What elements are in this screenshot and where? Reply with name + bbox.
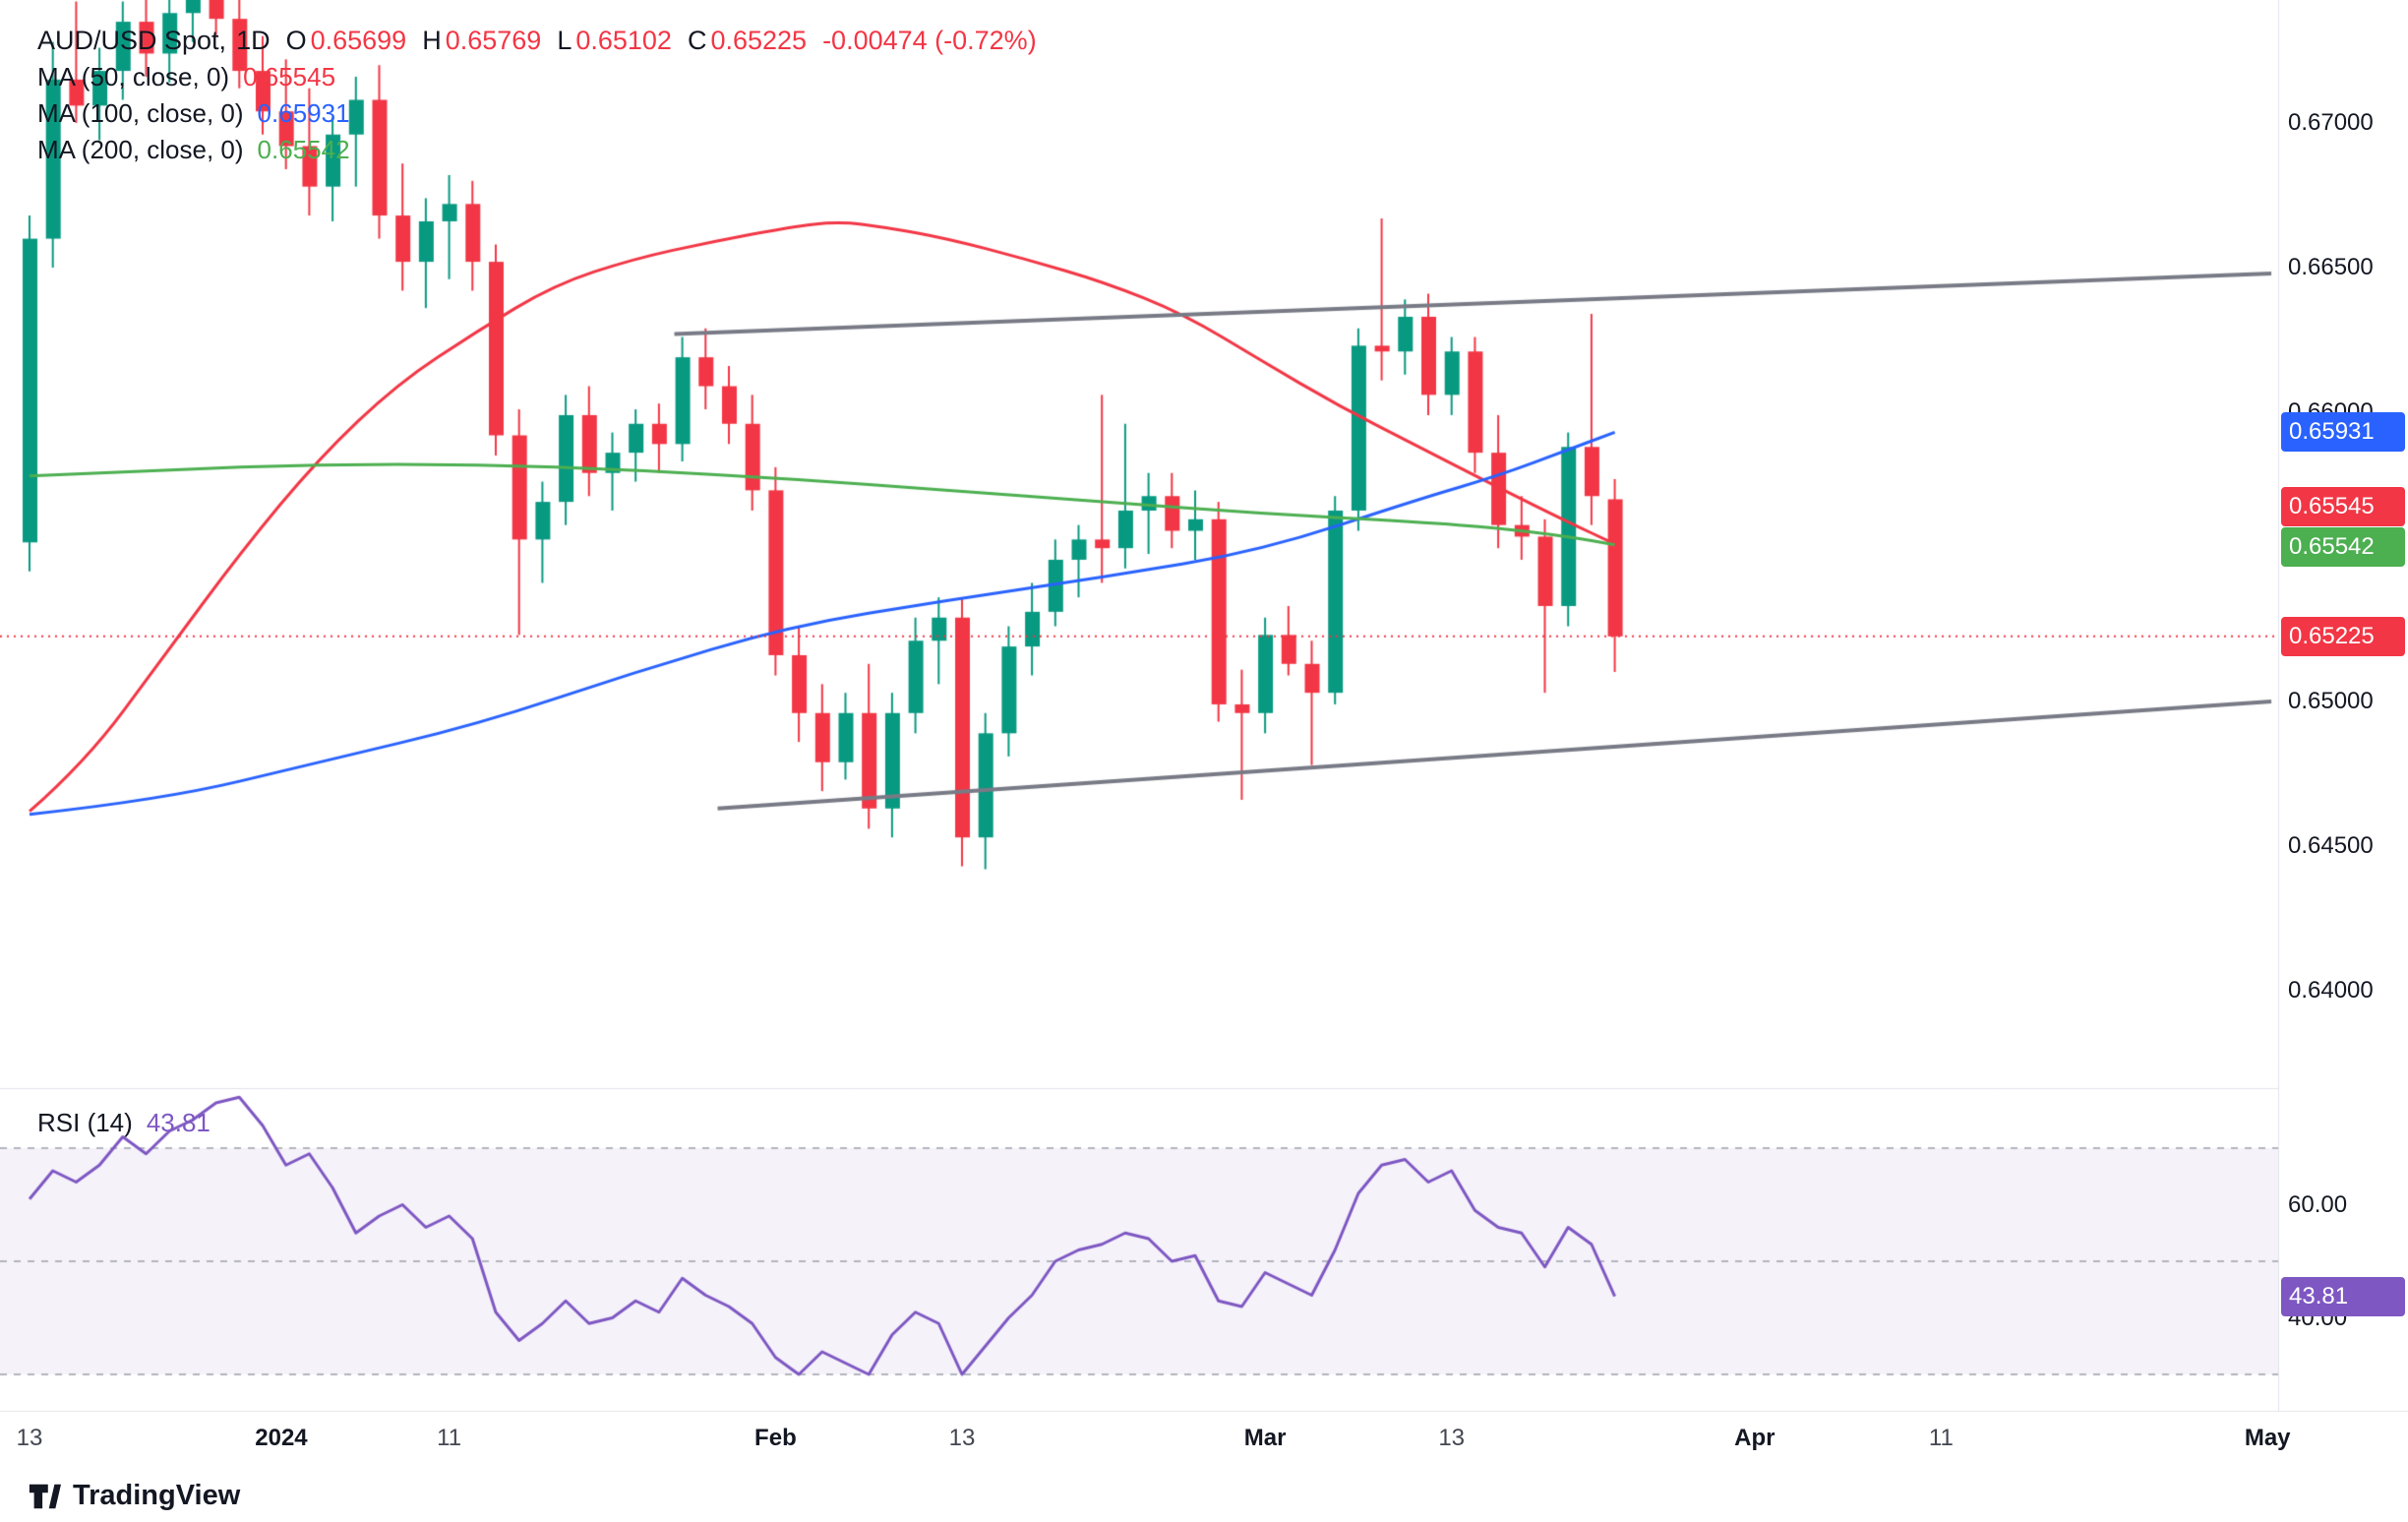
time-axis-label: 13 [1438, 1425, 1466, 1451]
time-axis[interactable]: 13 2024 11 Feb 13 Mar 13 Apr 11 May [0, 1411, 2291, 1472]
timeframe-label[interactable]: 1D [236, 25, 271, 55]
change-value: -0.00474 (-0.72%) [822, 25, 1037, 55]
ma50-value: 0.65545 [243, 62, 336, 91]
high-value: 0.65769 [445, 25, 542, 55]
price-axis-label: 0.65000 [2288, 688, 2374, 714]
rsi-label: RSI (14) [37, 1108, 133, 1137]
time-axis-label: Feb [754, 1425, 797, 1451]
ma100-value: 0.65931 [257, 98, 350, 128]
high-key: H [422, 25, 442, 55]
rsi-value: 43.81 [146, 1108, 211, 1137]
close-value: 0.65225 [710, 25, 808, 55]
price-axis[interactable]: 0.670000.665000.660000.650000.645000.640… [2278, 0, 2408, 1411]
open-key: O [285, 25, 307, 55]
time-axis-label: 2024 [255, 1425, 308, 1451]
rsi-value-badge: 43.81 [2281, 1276, 2405, 1316]
price-badge: 0.65225 [2281, 616, 2405, 656]
ma50-legend-row[interactable]: MA (50, close, 0) 0.65545 [37, 59, 1037, 95]
time-axis-label: 13 [16, 1425, 43, 1451]
ma100-legend-row[interactable]: MA (100, close, 0) 0.65931 [37, 95, 1037, 132]
tradingview-icon [29, 1484, 61, 1508]
ma200-label: MA (200, close, 0) [37, 135, 244, 164]
price-badge: 0.65542 [2281, 526, 2405, 567]
time-axis-label: 11 [1928, 1425, 1954, 1451]
price-axis-label: 0.66500 [2288, 254, 2374, 280]
tradingview-logo[interactable]: TradingView [28, 1480, 240, 1512]
time-axis-label: May [2244, 1425, 2291, 1451]
time-axis-label: 13 [948, 1425, 976, 1451]
price-axis-label: 0.67000 [2288, 109, 2374, 136]
legend-main-row[interactable]: AUD/USD Spot, 1D O 0.65699 H 0.65769 L 0… [37, 22, 1037, 59]
open-value: 0.65699 [310, 25, 407, 55]
price-axis-label: 0.64000 [2288, 977, 2374, 1004]
price-axis-label: 0.64500 [2288, 832, 2374, 859]
symbol-name: AUD/USD Spot, [37, 25, 227, 55]
time-axis-label: 11 [437, 1425, 462, 1451]
price-badge: 0.65545 [2281, 486, 2405, 526]
tradingview-wordmark: TradingView [73, 1480, 241, 1511]
low-key: L [557, 25, 572, 55]
ma200-value: 0.65542 [257, 135, 350, 164]
time-axis-label: Apr [1734, 1425, 1776, 1451]
close-key: C [687, 25, 707, 55]
symbol-legend: AUD/USD Spot, 1D O 0.65699 H 0.65769 L 0… [37, 22, 1037, 168]
ma200-legend-row[interactable]: MA (200, close, 0) 0.65542 [37, 132, 1037, 168]
rsi-legend[interactable]: RSI (14) 43.81 [37, 1108, 211, 1138]
rsi-axis-label: 60.00 [2288, 1190, 2348, 1218]
time-axis-label: Mar [1243, 1425, 1287, 1451]
ma100-label: MA (100, close, 0) [37, 98, 244, 128]
price-badge: 0.65931 [2281, 412, 2405, 453]
ma50-label: MA (50, close, 0) [37, 62, 230, 91]
low-value: 0.65102 [575, 25, 672, 55]
